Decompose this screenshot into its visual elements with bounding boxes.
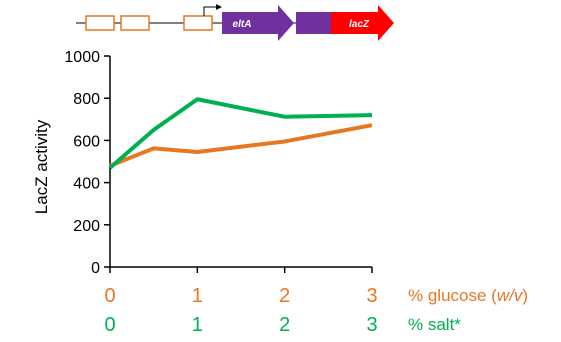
- y-tick-label: 800: [73, 91, 100, 108]
- gene-lacz-label: lacZ: [349, 19, 370, 30]
- y-tick-label: 0: [91, 260, 100, 277]
- x-tick-rows: 0 1 2 3 % glucose (w/v) 0 1 2 3 % salt*: [104, 285, 528, 336]
- x-axis-label-2: % salt*: [408, 315, 461, 334]
- y-axis-label: LacZ activity: [32, 119, 51, 214]
- construct-diagram: eltA lacZ: [76, 4, 394, 41]
- x-tick-label: 2: [279, 314, 290, 336]
- gene-elta-arrow: [222, 5, 294, 41]
- x-tick-label: 1: [192, 285, 203, 307]
- x-tick-label: 3: [366, 285, 377, 307]
- x-tick-label: 1: [192, 314, 203, 336]
- gene-lacz-arrow: [331, 5, 394, 41]
- x-tick-label: 0: [104, 314, 115, 336]
- operator-box-3: [183, 15, 213, 31]
- x-tick-label: 2: [279, 285, 290, 307]
- y-tick-label: 200: [73, 218, 100, 235]
- x-tick-label: 0: [104, 285, 115, 307]
- operator-box-2: [120, 15, 150, 31]
- y-tick-label: 400: [73, 176, 100, 193]
- plot-series: [108, 97, 373, 170]
- x-tick-label: 3: [366, 314, 377, 336]
- fusion-segment: [296, 12, 331, 34]
- gene-elta-label: eltA: [233, 19, 252, 30]
- y-tick-label: 1000: [64, 49, 100, 66]
- operator-box-1: [85, 15, 115, 31]
- promoter-arrow: [203, 4, 222, 16]
- x-axis-label-1: % glucose (w/v): [408, 286, 528, 305]
- y-tick-label: 600: [73, 133, 100, 150]
- y-axis: 0 200 400 600 800 1000: [64, 49, 111, 277]
- x-axis: [109, 266, 373, 273]
